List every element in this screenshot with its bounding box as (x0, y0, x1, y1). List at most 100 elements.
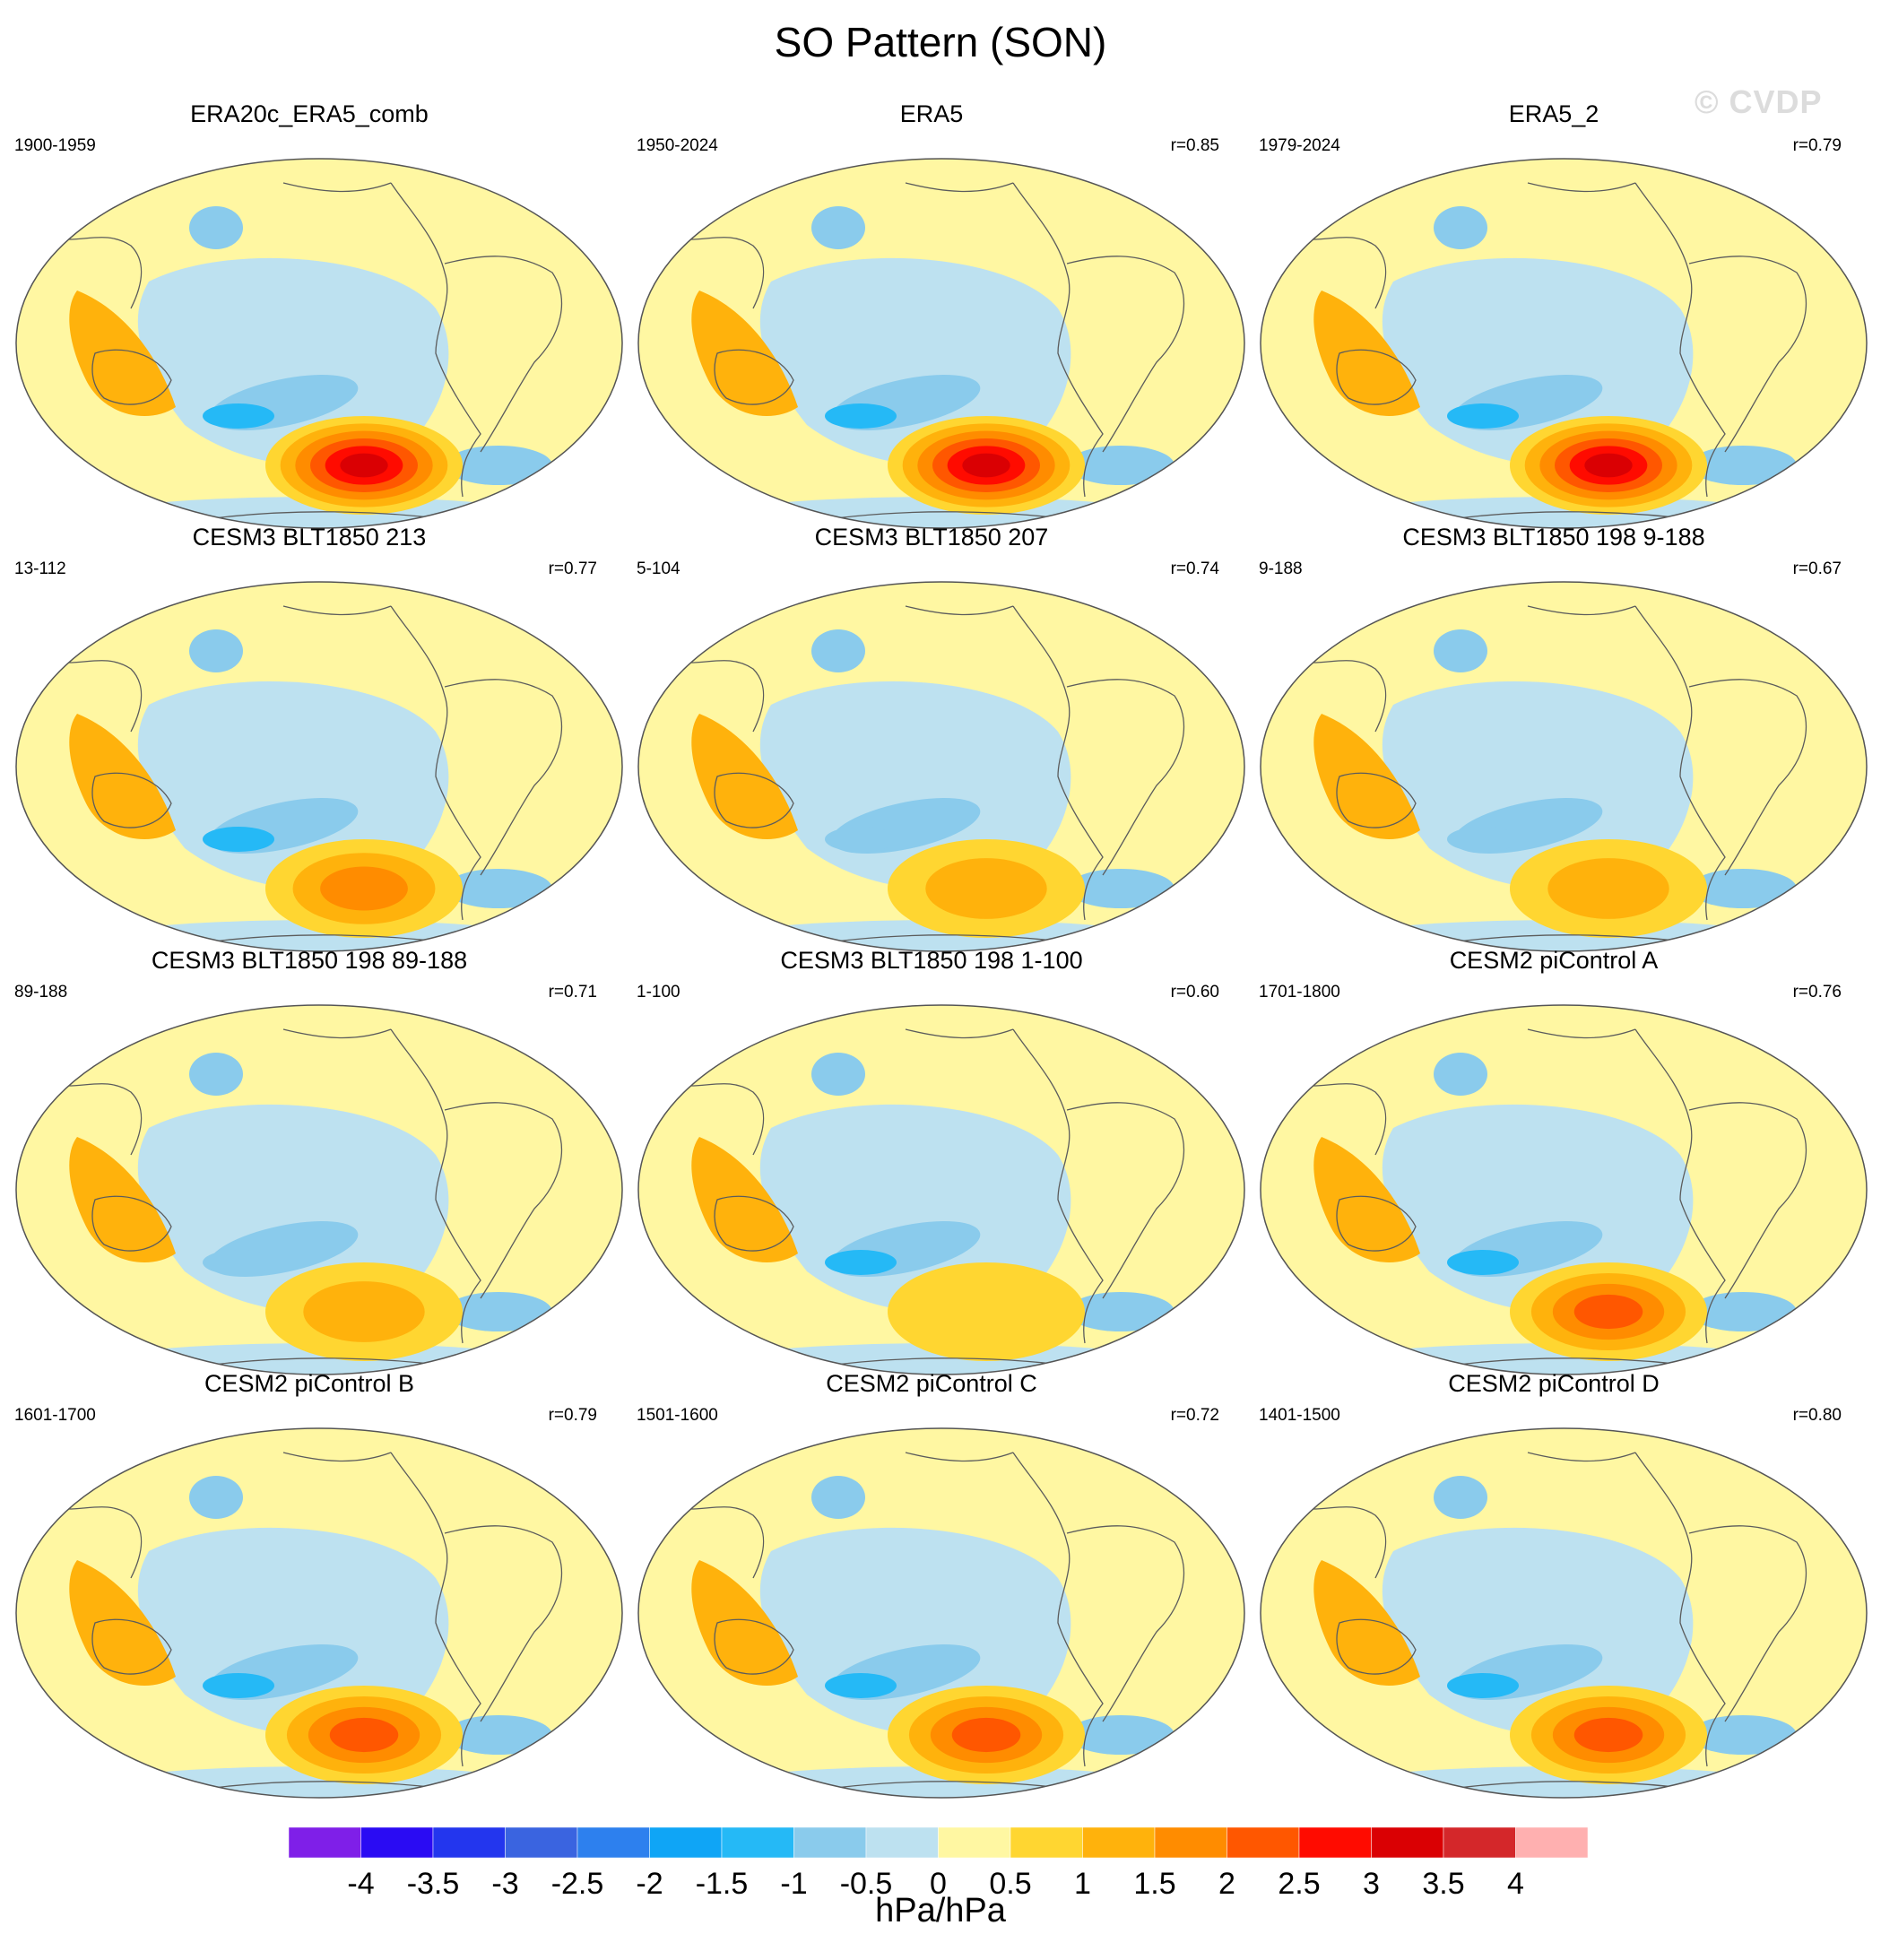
panel-correlation: r=0.71 (548, 983, 597, 1002)
robinson-map (1260, 581, 1868, 952)
coastline (49, 659, 143, 733)
negative-core (811, 1053, 865, 1096)
robinson-map (1260, 1004, 1868, 1375)
coastline (1294, 236, 1387, 309)
positive-region (69, 1137, 176, 1262)
coastline (444, 1102, 563, 1299)
panel-years: 13-112 (14, 559, 66, 578)
panel-correlation: r=0.67 (1792, 559, 1842, 578)
coastline (282, 182, 392, 193)
coastline (1336, 772, 1417, 828)
negative-core (1689, 1292, 1797, 1331)
positive-region (69, 714, 176, 839)
map-border (1260, 1004, 1868, 1375)
coastline (1634, 1452, 1726, 1767)
coastline (1688, 1102, 1807, 1299)
negative-core (445, 869, 552, 908)
positive-contour (329, 1717, 399, 1753)
panel-years: 1701-1800 (1259, 983, 1340, 1002)
positive-contour (1573, 1294, 1643, 1330)
negative-peak (203, 403, 274, 429)
negative-peak (203, 1673, 274, 1698)
panel-years: 5-104 (637, 559, 680, 578)
positive-region (1313, 714, 1420, 839)
negative-peak (1447, 1673, 1519, 1698)
positive-contour (951, 1717, 1021, 1753)
coastline (672, 1082, 765, 1156)
panel-title: ERA5_2 (1508, 100, 1599, 127)
negative-peak (825, 1250, 897, 1275)
positive-region (691, 1560, 798, 1686)
positive-region (1313, 1137, 1420, 1262)
negative-core (1434, 629, 1487, 672)
map-panel: CESM2 piControl D 1401-1500 r=0.80 (1244, 1370, 1868, 1799)
negative-core (1434, 1476, 1487, 1519)
coastline (714, 772, 794, 828)
panel-title: ERA20c_ERA5_comb (190, 100, 429, 127)
coastline (91, 1195, 172, 1252)
panel-title: CESM3 BLT1850 213 (192, 524, 427, 551)
map-panel: CESM2 piControl C 1501-1600 r=0.72 (622, 1370, 1245, 1799)
negative-core (1067, 869, 1175, 908)
positive-contour (340, 453, 388, 478)
coastline (1294, 1082, 1387, 1156)
coastline (1012, 1452, 1104, 1767)
negative-peak (203, 827, 274, 852)
coastline (1688, 256, 1807, 453)
coastline (672, 659, 765, 733)
coastline (672, 236, 765, 309)
coastline (714, 349, 794, 405)
panel-years: 1401-1500 (1259, 1406, 1340, 1425)
map-panel: CESM2 piControl B 1601-1700 r=0.79 (0, 1370, 623, 1799)
positive-contour (1584, 453, 1633, 478)
coastline (905, 1452, 1014, 1462)
robinson-map (637, 1004, 1245, 1375)
coastline (1527, 1028, 1636, 1039)
map-panel: CESM3 BLT1850 198 89-188 89-188 r=0.71 (0, 947, 623, 1375)
map-border (1260, 158, 1868, 529)
negative-core (189, 1476, 243, 1519)
map-border (637, 1004, 1245, 1375)
map-border (637, 581, 1245, 952)
coastline (1688, 1525, 1807, 1722)
robinson-map (637, 581, 1245, 952)
positive-region (1313, 1560, 1420, 1686)
negative-core (811, 1476, 865, 1519)
negative-core (1067, 1292, 1175, 1331)
panel-title: CESM2 piControl A (1449, 947, 1659, 974)
positive-region (691, 291, 798, 416)
negative-core (1067, 1715, 1175, 1755)
panel-correlation: r=0.72 (1170, 1406, 1219, 1425)
positive-contour (303, 1281, 425, 1342)
coastline (1527, 182, 1636, 193)
panel-years: 1900-1959 (14, 136, 96, 155)
coastline (1294, 659, 1387, 733)
coastline (390, 1028, 481, 1344)
positive-contour (1547, 858, 1669, 919)
negative-peak (825, 1673, 897, 1698)
robinson-map (15, 158, 623, 529)
positive-contour (1573, 1717, 1643, 1753)
negative-peak (1447, 403, 1519, 429)
positive-contour (925, 858, 1047, 919)
map-border (15, 581, 623, 952)
map-border (15, 1427, 623, 1799)
panel-years: 1950-2024 (637, 136, 718, 155)
negative-core (1689, 446, 1797, 485)
coastline (282, 1452, 392, 1462)
negative-peak (825, 403, 897, 429)
coastline (905, 182, 1014, 193)
negative-core (445, 1292, 552, 1331)
panel-correlation: r=0.77 (548, 559, 597, 578)
coastline (672, 1505, 765, 1579)
negative-peak (825, 827, 897, 852)
coastline (1336, 1618, 1417, 1675)
negative-core (811, 206, 865, 249)
robinson-map (15, 581, 623, 952)
positive-contour (320, 866, 408, 911)
coastline (714, 1195, 794, 1252)
positive-region (69, 1560, 176, 1686)
coastline (49, 1082, 143, 1156)
panel-correlation: r=0.79 (548, 1406, 597, 1425)
coastline (1012, 605, 1104, 921)
